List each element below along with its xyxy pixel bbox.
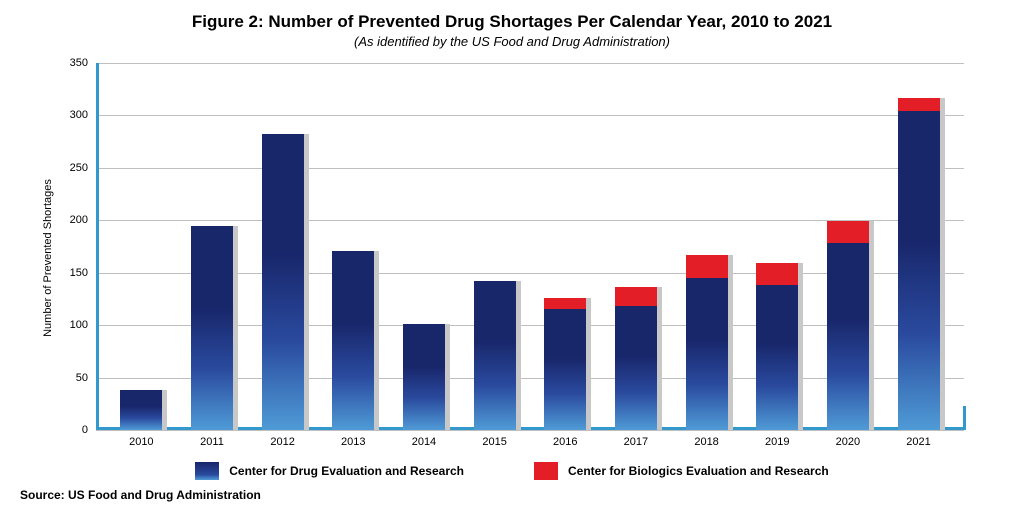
title-block: Figure 2: Number of Prevented Drug Short… — [40, 12, 984, 49]
bar-column — [474, 63, 516, 430]
bar-segment-cder — [403, 324, 445, 430]
bar-shadow — [869, 221, 874, 430]
bar-column — [615, 63, 657, 430]
x-axis-labels: 2010 2011 2012 2013 2014 2015 2016 2017 2018 2019… — [96, 430, 964, 452]
bar-shadow — [516, 281, 521, 430]
bar-column — [686, 63, 728, 430]
bar-shadow — [586, 298, 591, 430]
bar-column — [332, 63, 374, 430]
bars-group — [96, 63, 964, 430]
bar-segment-cber — [756, 263, 798, 285]
legend-swatch-blue — [195, 462, 219, 480]
y-tick-label: 350 — [70, 57, 88, 69]
bar-segment-cder — [120, 390, 162, 430]
bar-shadow — [940, 98, 945, 430]
legend-swatch-red — [534, 462, 558, 480]
legend-label-cber: Center for Biologics Evaluation and Rese… — [568, 464, 829, 478]
bar-stack — [403, 324, 445, 430]
bar-segment-cder — [544, 309, 586, 430]
bar-column — [191, 63, 233, 430]
x-tick-label: 2013 — [332, 430, 374, 452]
x-tick-label: 2010 — [120, 430, 162, 452]
y-tick-label: 300 — [70, 109, 88, 121]
source-text: Source: US Food and Drug Administration — [20, 488, 984, 502]
x-tick-label: 2016 — [544, 430, 586, 452]
bar-shadow — [374, 251, 379, 430]
legend-item-cber: Center for Biologics Evaluation and Rese… — [534, 462, 829, 480]
bar-stack — [615, 287, 657, 430]
bar-segment-cder — [474, 281, 516, 430]
x-tick-label: 2018 — [686, 430, 728, 452]
bar-shadow — [445, 324, 450, 430]
x-tick-label: 2012 — [262, 430, 304, 452]
chart-title: Figure 2: Number of Prevented Drug Short… — [40, 12, 984, 32]
bar-segment-cber — [615, 287, 657, 306]
bar-segment-cber — [544, 298, 586, 310]
bar-segment-cder — [262, 134, 304, 430]
legend-label-cder: Center for Drug Evaluation and Research — [229, 464, 464, 478]
bar-shadow — [728, 255, 733, 430]
x-tick-label: 2015 — [474, 430, 516, 452]
y-axis-label: Number of Prevented Shortages — [42, 179, 54, 337]
bar-stack — [544, 298, 586, 430]
bar-stack — [898, 98, 940, 430]
x-tick-label: 2014 — [403, 430, 445, 452]
y-tick-label: 100 — [70, 319, 88, 331]
x-tick-label: 2011 — [191, 430, 233, 452]
bar-shadow — [304, 134, 309, 430]
bar-segment-cder — [332, 251, 374, 430]
bar-stack — [474, 281, 516, 430]
bar-column — [120, 63, 162, 430]
bar-segment-cder — [191, 226, 233, 430]
bar-column — [262, 63, 304, 430]
legend-item-cder: Center for Drug Evaluation and Research — [195, 462, 464, 480]
bar-stack — [332, 251, 374, 430]
bar-stack — [827, 221, 869, 430]
bar-column — [403, 63, 445, 430]
y-tick-label: 250 — [70, 162, 88, 174]
y-tick-label: 150 — [70, 267, 88, 279]
bar-stack — [686, 255, 728, 430]
bar-segment-cder — [756, 285, 798, 430]
x-tick-label: 2021 — [898, 430, 940, 452]
bar-shadow — [798, 263, 803, 430]
bar-segment-cber — [686, 255, 728, 278]
chart-subtitle: (As identified by the US Food and Drug A… — [40, 34, 984, 49]
bar-shadow — [162, 390, 167, 430]
bar-segment-cder — [686, 278, 728, 430]
bar-segment-cber — [898, 98, 940, 112]
bar-stack — [262, 134, 304, 430]
bar-segment-cder — [615, 306, 657, 430]
bar-column — [827, 63, 869, 430]
bar-stack — [756, 263, 798, 430]
bar-shadow — [233, 226, 238, 430]
bar-column — [756, 63, 798, 430]
x-tick-label: 2020 — [827, 430, 869, 452]
chart-container: Figure 2: Number of Prevented Drug Short… — [0, 0, 1024, 512]
y-tick-label: 50 — [76, 372, 88, 384]
plot-area: Number of Prevented Shortages 0501001502… — [96, 63, 964, 452]
x-tick-label: 2017 — [615, 430, 657, 452]
bar-segment-cder — [898, 111, 940, 430]
x-tick-label: 2019 — [756, 430, 798, 452]
bar-segment-cder — [827, 243, 869, 430]
bar-segment-cber — [827, 221, 869, 243]
y-tick-label: 0 — [82, 424, 88, 436]
bar-shadow — [657, 287, 662, 430]
legend: Center for Drug Evaluation and Research … — [40, 462, 984, 480]
y-tick-label: 200 — [70, 214, 88, 226]
bar-stack — [120, 390, 162, 430]
bar-column — [544, 63, 586, 430]
bar-column — [898, 63, 940, 430]
bar-stack — [191, 226, 233, 430]
